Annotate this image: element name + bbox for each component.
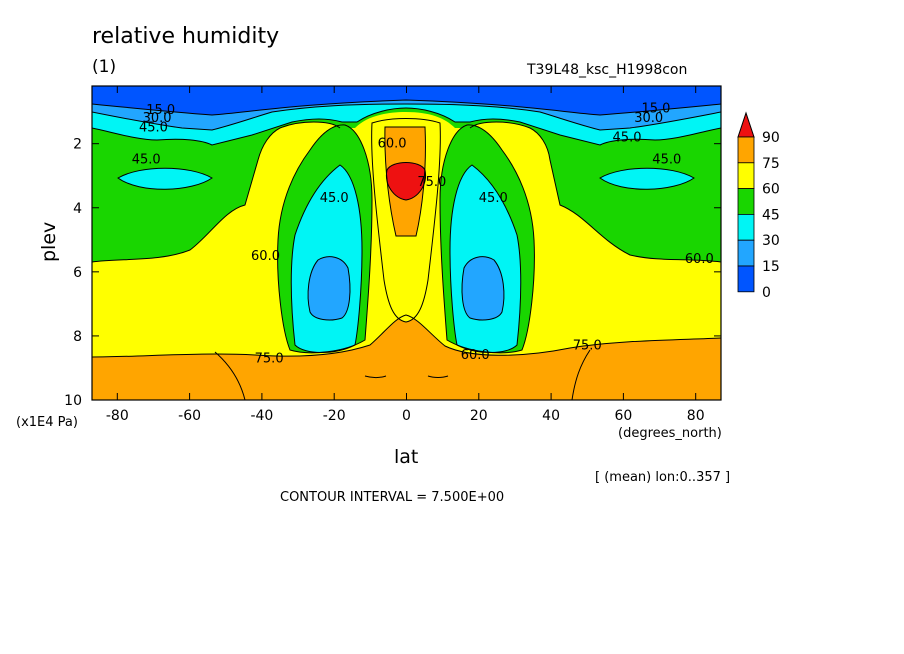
colorbar-level-label: 15 — [762, 259, 780, 275]
x-units: (degrees_north) — [618, 426, 722, 441]
contour-label: 15.0 — [641, 101, 670, 116]
contour-fill-layer — [92, 86, 721, 400]
x-tick-label: -80 — [106, 408, 129, 424]
colorbar-swatch — [737, 136, 755, 164]
x-tick-label: 0 — [402, 408, 411, 424]
x-tick-label: -60 — [178, 408, 201, 424]
y-tick-label: 8 — [73, 329, 82, 345]
contour-labels: 15.030.045.045.060.045.075.045.015.030.0… — [132, 101, 714, 366]
x-tick-label: 80 — [687, 408, 705, 424]
fill-blue-left-core — [308, 256, 350, 320]
y-tick-label: 6 — [73, 265, 82, 281]
colorbar-swatch — [737, 265, 755, 293]
colorbar-level-label: 90 — [762, 130, 780, 146]
colorbar-extend-triangle — [737, 111, 755, 138]
y-units: (x1E4 Pa) — [16, 415, 78, 430]
contour-label: 45.0 — [613, 130, 642, 145]
colorbar-swatch — [737, 162, 755, 190]
x-axis: -80 -60 -40 -20 0 20 40 60 80 — [106, 86, 705, 424]
contour-label: 75.0 — [417, 175, 446, 190]
contour-label: 45.0 — [139, 121, 168, 136]
run-name: T39L48_ksc_H1998con — [527, 62, 688, 78]
mean-note: [ (mean) lon:0..357 ] — [595, 470, 731, 485]
fill-blue-right-core — [462, 256, 504, 320]
contour-label: 75.0 — [255, 351, 284, 366]
contour-lines — [92, 99, 721, 400]
fill-darkblue-top — [92, 86, 721, 115]
colorbar-level-label: 60 — [762, 182, 780, 198]
contour-label: 30.0 — [143, 111, 172, 126]
x-tick-label: 20 — [470, 408, 488, 424]
y-tick-label: 2 — [73, 137, 82, 153]
colorbar-level-label: 0 — [762, 285, 771, 301]
figure-subtitle: (1) — [92, 57, 117, 77]
x-axis-label: lat — [394, 446, 419, 468]
contour-label: 60.0 — [378, 137, 407, 152]
y-axis: 2 4 6 8 10 — [64, 137, 721, 409]
colorbar-level-label: 75 — [762, 156, 780, 172]
x-tick-label: -40 — [250, 408, 273, 424]
fill-cyan-right-eye — [600, 168, 694, 190]
fill-cyan-left-eye — [118, 168, 212, 190]
contour-label: 15.0 — [146, 103, 175, 118]
fill-orange-low — [92, 315, 721, 400]
y-axis-label: plev — [38, 221, 60, 262]
contour-label: 45.0 — [132, 153, 161, 168]
contour-label: 60.0 — [685, 252, 714, 267]
colorbar-swatch — [737, 213, 755, 241]
x-tick-label: -20 — [323, 408, 346, 424]
contour-label: 30.0 — [634, 111, 663, 126]
contour-label: 75.0 — [573, 339, 602, 354]
contour-label: 45.0 — [652, 153, 681, 168]
contour-label: 60.0 — [251, 249, 280, 264]
y-tick-label: 4 — [73, 201, 82, 217]
contour-label: 45.0 — [320, 191, 349, 206]
colorbar-swatch — [737, 239, 755, 267]
contour-label: 60.0 — [461, 348, 490, 363]
colorbar-swatch — [737, 188, 755, 215]
contour-label: 45.0 — [479, 191, 508, 206]
colorbar-level-label: 30 — [762, 233, 780, 249]
contour-interval: CONTOUR INTERVAL = 7.500E+00 — [280, 490, 505, 505]
colorbar: 0 15 30 45 60 75 90 — [737, 111, 780, 301]
fill-red-max — [386, 162, 426, 200]
colorbar-level-label: 45 — [762, 207, 780, 223]
figure-title: relative humidity — [92, 24, 280, 49]
x-tick-label: 40 — [542, 408, 560, 424]
x-tick-label: 60 — [614, 408, 632, 424]
y-tick-label: 10 — [64, 393, 82, 409]
